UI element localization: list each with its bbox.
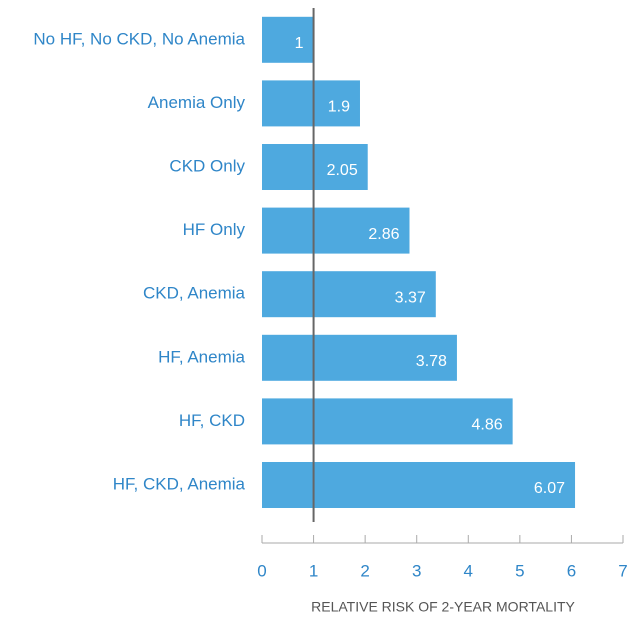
category-label: HF, CKD, Anemia bbox=[113, 474, 246, 493]
x-tick-label: 4 bbox=[464, 561, 473, 580]
x-tick-label: 1 bbox=[309, 561, 318, 580]
category-label: No HF, No CKD, No Anemia bbox=[33, 29, 245, 48]
category-label: CKD, Anemia bbox=[143, 284, 246, 303]
x-tick-label: 0 bbox=[257, 561, 266, 580]
bar bbox=[262, 16, 314, 63]
bar bbox=[262, 80, 360, 127]
category-label: HF Only bbox=[183, 220, 246, 239]
x-tick-label: 3 bbox=[412, 561, 421, 580]
bar bbox=[262, 398, 513, 445]
bar bbox=[262, 207, 410, 254]
category-label: Anemia Only bbox=[148, 93, 246, 112]
bar bbox=[262, 334, 457, 381]
x-tick-label: 2 bbox=[360, 561, 369, 580]
value-label: 3.78 bbox=[416, 353, 447, 370]
x-axis-label: RELATIVE RISK OF 2-YEAR MORTALITY bbox=[311, 599, 575, 615]
category-label: CKD Only bbox=[169, 156, 245, 175]
value-label: 6.07 bbox=[534, 480, 565, 497]
x-tick-label: 7 bbox=[618, 561, 627, 580]
value-label: 2.86 bbox=[368, 226, 399, 243]
category-label: HF, Anemia bbox=[158, 347, 245, 366]
bar bbox=[262, 462, 576, 508]
value-label: 3.37 bbox=[395, 289, 426, 306]
x-tick-label: 6 bbox=[567, 561, 576, 580]
value-label: 1.9 bbox=[328, 99, 350, 116]
x-tick-label: 5 bbox=[515, 561, 524, 580]
bar bbox=[262, 144, 368, 190]
bar bbox=[262, 271, 436, 318]
value-label: 2.05 bbox=[327, 162, 358, 179]
category-label: HF, CKD bbox=[179, 411, 245, 430]
value-label: 1 bbox=[295, 35, 304, 52]
value-label: 4.86 bbox=[471, 417, 502, 434]
